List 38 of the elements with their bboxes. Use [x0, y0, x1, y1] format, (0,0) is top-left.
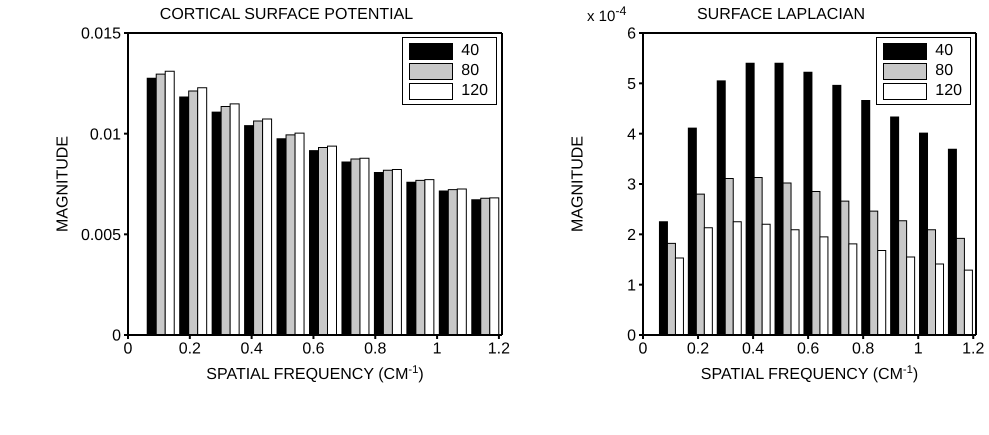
y-tick-label: 0.015 [80, 26, 122, 43]
legend-label: 120 [461, 82, 488, 100]
y-tick-label: 0.01 [90, 126, 122, 144]
y-axis-title: MAGNITUDE [570, 136, 587, 232]
x-tick-label: 1.2 [488, 340, 510, 358]
x-axis-title: SPATIAL FREQUENCY (CM$^{-1}$) [206, 364, 424, 383]
chart-title: CORTICAL SURFACE POTENTIAL [160, 6, 414, 23]
x-tick-label: 1 [914, 340, 923, 358]
y-tick-label: 4 [627, 126, 636, 144]
x-tick-label: 0.2 [178, 340, 202, 358]
x-tick-label: 0.8 [852, 340, 874, 358]
x-tick-label: 0.6 [797, 340, 820, 358]
y-tick-label: 6 [627, 26, 636, 43]
y-tick-label: 2 [627, 227, 636, 244]
x-tick-label: 0.6 [302, 340, 325, 358]
chart-title: SURFACE LAPLACIAN [696, 6, 866, 23]
x-tick-label: 0.4 [240, 340, 263, 358]
legend-label: 40 [935, 42, 954, 60]
x-tick-label: 1 [432, 340, 442, 358]
y-tick-label: 1 [627, 277, 636, 294]
x-tick-label: 1.2 [962, 340, 984, 358]
legend-label: 80 [461, 62, 480, 80]
text: x 10$^{-4}$ [587, 4, 626, 25]
x-tick-label: 0.2 [686, 340, 710, 358]
y-tick-label: 0 [627, 328, 636, 345]
y-tick-label: 5 [627, 76, 636, 94]
legend-label: 80 [935, 62, 954, 80]
legend-label: 120 [935, 82, 962, 100]
legend-label: 40 [461, 42, 480, 60]
x-tick-label: 0 [124, 340, 133, 358]
y-axis-title: MAGNITUDE [54, 136, 72, 232]
x-axis-title: SPATIAL FREQUENCY (CM$^{-1}$) [700, 364, 918, 383]
x-tick-label: 0.8 [364, 340, 386, 358]
x-tick-label: 0.4 [742, 340, 764, 358]
y-tick-label: 0.005 [80, 227, 122, 244]
x-tick-label: 0 [638, 340, 648, 358]
y-tick-label: 3 [627, 176, 636, 194]
y-tick-label: 0 [112, 328, 122, 345]
